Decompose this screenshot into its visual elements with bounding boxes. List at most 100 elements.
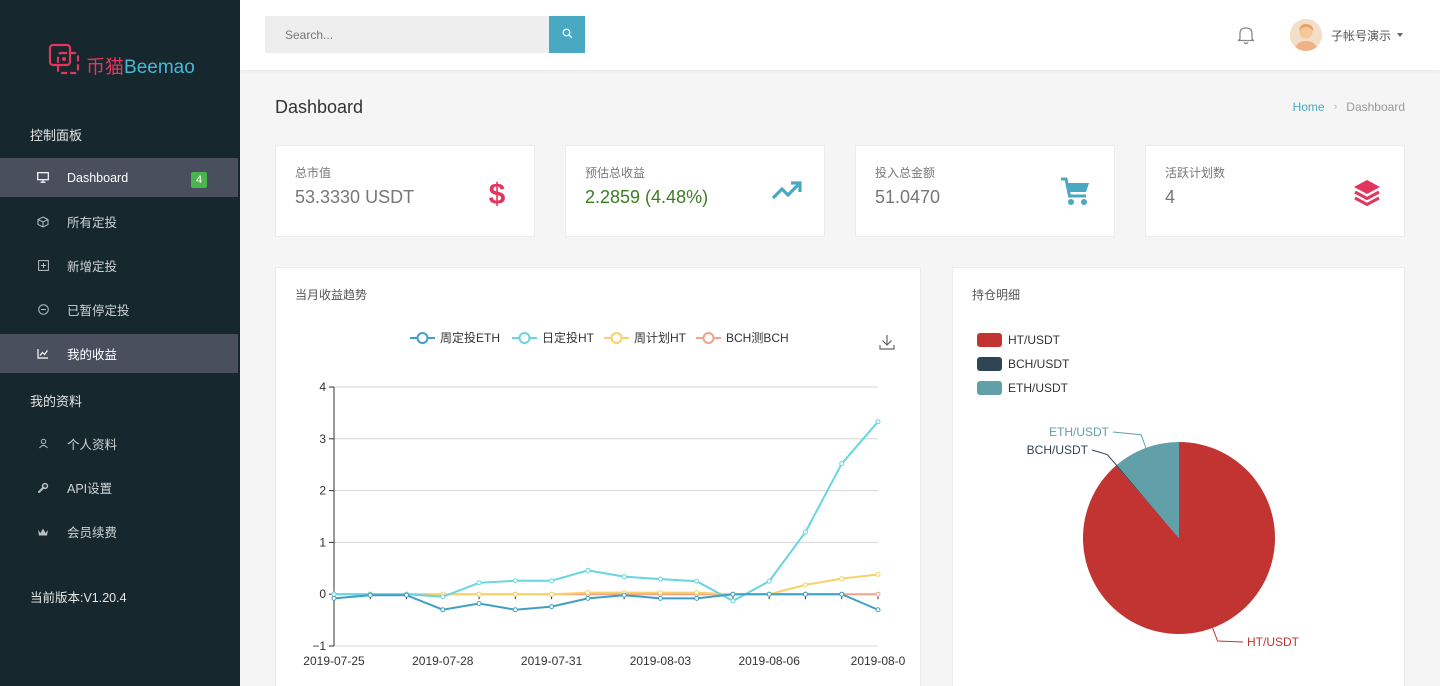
search-button[interactable] <box>549 16 585 53</box>
data-point <box>331 595 337 601</box>
search-input[interactable] <box>265 16 549 53</box>
stat-label: 投入总金额 <box>875 166 936 180</box>
data-point <box>585 567 591 573</box>
layers-icon <box>1352 178 1382 211</box>
count-badge: 4 <box>191 172 207 188</box>
x-tick-label: 2019-07-25 <box>303 654 365 668</box>
data-point <box>694 595 700 601</box>
stat-value: 53.3330 USDT <box>295 187 415 207</box>
pie-label-line <box>1091 449 1117 466</box>
data-point <box>766 591 772 597</box>
x-tick-label: 2019-08-0 <box>851 654 906 668</box>
chevron-down-icon[interactable] <box>1397 33 1403 37</box>
brand-logo[interactable]: 币猫Beemao <box>48 38 195 79</box>
sidebar-item-dashboard[interactable]: Dashboard 4 <box>0 158 238 197</box>
data-point <box>476 580 482 586</box>
data-point <box>839 461 845 467</box>
pie-slice-label: ETH/USDT <box>1049 425 1110 439</box>
panel-title: 当月收益趋势 <box>295 288 368 302</box>
search-icon <box>562 27 573 42</box>
sidebar-item-profile[interactable]: 个人资料 <box>0 424 238 463</box>
data-point <box>694 590 700 596</box>
stat-card-market-value: 总市值 53.3330 USDT $ <box>275 145 535 237</box>
stat-card-active-plans: 活跃计划数 4 <box>1145 145 1405 237</box>
legend-swatch <box>977 333 1002 347</box>
legend-marker <box>702 332 715 344</box>
chevron-right-icon: › <box>1333 101 1338 113</box>
pie-slice <box>1115 464 1179 538</box>
data-point <box>839 591 845 597</box>
line-chart-icon <box>37 348 49 360</box>
sidebar-item-label: 所有定投 <box>67 216 118 230</box>
legend-label: BCH/USDT <box>1008 357 1070 371</box>
data-point <box>549 591 555 597</box>
sidebar-item-label: Dashboard <box>67 170 129 185</box>
section-title-control-panel: 控制面板 <box>30 128 83 143</box>
data-point <box>730 591 736 597</box>
legend-marker <box>416 332 429 344</box>
stat-value: 51.0470 <box>875 187 941 207</box>
plus-square-icon <box>37 260 49 272</box>
download-icon[interactable] <box>878 333 896 356</box>
data-point <box>621 592 627 598</box>
stat-label: 预估总收益 <box>585 166 646 180</box>
legend-marker <box>610 332 623 344</box>
monitor-icon <box>37 172 49 184</box>
pie-slice-label: BCH/USDT <box>1027 443 1089 457</box>
data-point <box>802 529 808 535</box>
data-point <box>367 592 373 598</box>
user-name[interactable]: 子帐号演示 <box>1331 29 1392 43</box>
app-version: 当前版本:V1.20.4 <box>30 591 127 605</box>
legend-label: 周计划HT <box>634 331 687 345</box>
stat-card-estimated-profit: 预估总收益 2.2859 (4.48%) <box>565 145 825 237</box>
brand-name-cn: 币猫 <box>86 57 125 78</box>
data-point <box>730 598 736 604</box>
series-line <box>334 573 879 596</box>
sidebar-item-all-plans[interactable]: 所有定投 <box>0 202 238 241</box>
top-header: 子帐号演示 <box>240 0 1440 70</box>
holdings-panel: 持仓明细 HT/USDT BCH/USDT ETH/USDT HT/USDT BCH/U… <box>952 267 1405 686</box>
data-point <box>476 591 482 597</box>
x-tick-label: 2019-08-06 <box>739 654 801 668</box>
data-point <box>440 594 446 600</box>
beemao-logo-icon <box>48 43 80 75</box>
data-point <box>331 591 337 597</box>
data-point <box>766 578 772 584</box>
y-tick-label: 1 <box>319 535 326 549</box>
data-point <box>512 591 518 597</box>
breadcrumb-current: Dashboard <box>1346 100 1405 114</box>
sidebar-item-paused-plans[interactable]: 已暂停定投 <box>0 290 238 329</box>
user-icon <box>37 438 49 450</box>
data-point <box>802 582 808 588</box>
stat-label: 活跃计划数 <box>1165 166 1226 180</box>
sidebar-item-label: API设置 <box>67 482 113 496</box>
avatar[interactable] <box>1290 19 1322 51</box>
holdings-pie-chart[interactable]: HT/USDT BCH/USDT ETH/USDT HT/USDT BCH/USDT ET… <box>953 268 1404 678</box>
sidebar-item-my-earnings[interactable]: 我的收益 <box>0 334 238 373</box>
y-tick-label: 4 <box>319 380 326 394</box>
sidebar-item-membership[interactable]: 会员续费 <box>0 512 238 551</box>
data-point <box>694 578 700 584</box>
data-point <box>802 591 808 597</box>
pie-slice-label: HT/USDT <box>1247 635 1300 649</box>
series-line <box>333 593 879 611</box>
breadcrumb-home-link[interactable]: Home <box>1292 100 1325 114</box>
x-tick-label: 2019-07-31 <box>521 654 583 668</box>
y-tick-label: 2 <box>319 484 326 498</box>
legend-swatch <box>977 381 1002 395</box>
data-point <box>875 572 881 578</box>
data-point <box>512 607 518 613</box>
data-point <box>657 576 663 582</box>
brand-name-en: Beemao <box>124 57 195 78</box>
sidebar-item-api-settings[interactable]: API设置 <box>0 468 238 507</box>
data-point <box>585 595 591 601</box>
x-tick-label: 2019-07-28 <box>412 654 474 668</box>
sidebar-item-label: 新增定投 <box>67 260 118 274</box>
sidebar: 币猫Beemao 控制面板 Dashboard 4 所有定投 新增定投 已暂停定… <box>0 0 240 686</box>
legend-label: 周定投ETH <box>440 330 500 345</box>
sidebar-item-new-plan[interactable]: 新增定投 <box>0 246 238 285</box>
data-point <box>512 578 518 584</box>
bell-icon[interactable] <box>1235 24 1257 46</box>
legend-label: 日定投HT <box>542 330 595 345</box>
